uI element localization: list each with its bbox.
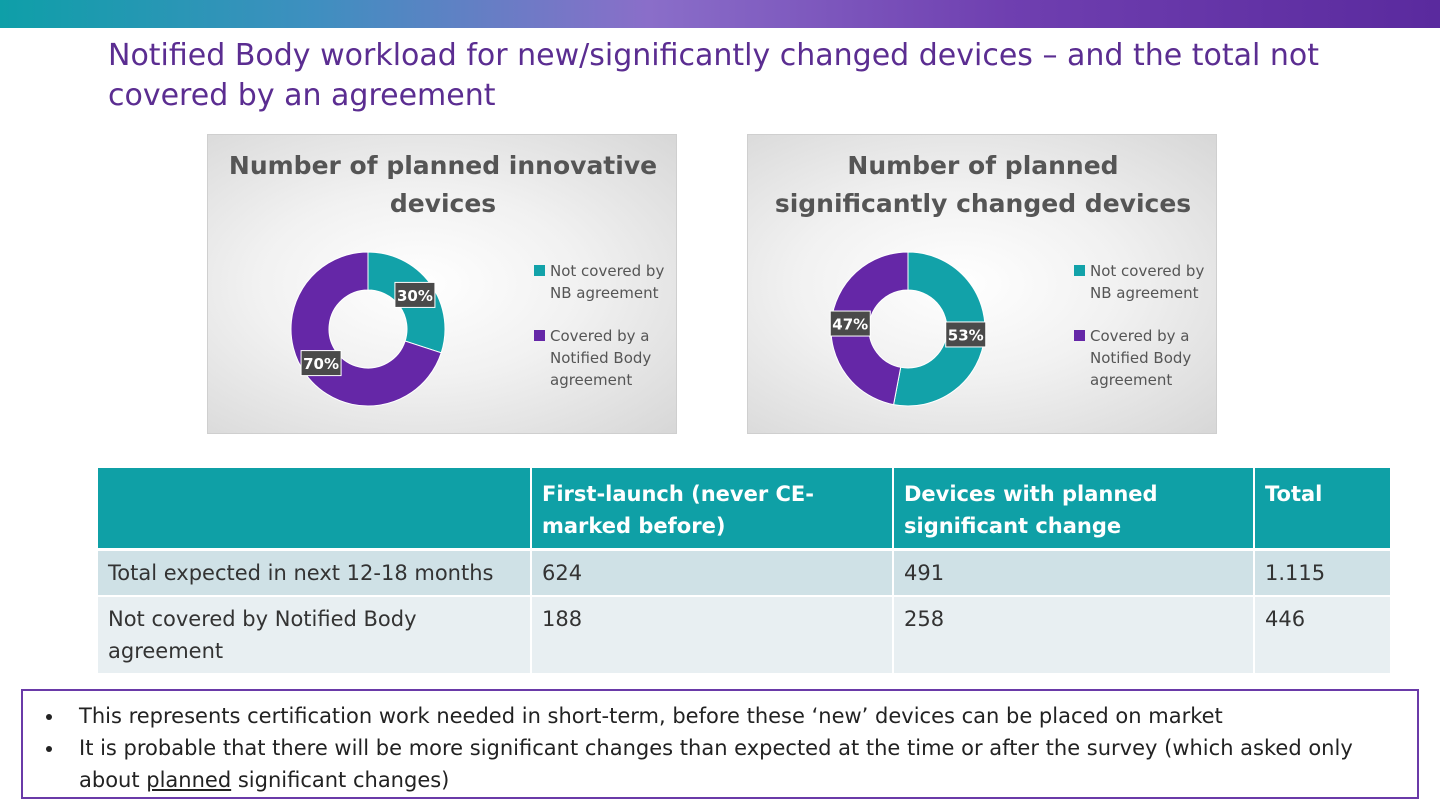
table-header-row: First-launch (never CE-marked before) De… [98,468,1390,551]
data-label: 30% [394,281,436,308]
note-emphasis: planned [146,768,232,792]
legend-label: Covered by a Notified Body agreement [1090,327,1192,389]
note-text: It is probable that there will be more s… [79,736,1353,792]
notes-list: This represents certification work neede… [37,700,1403,796]
legend-item-covered: Covered by a Notified Body agreement [530,325,670,391]
data-label-box [945,321,987,348]
slide-title: Notified Body workload for new/significa… [108,38,1320,113]
legend-swatch-teal [1074,265,1085,276]
legend-label: Not covered by NB agreement [550,262,665,302]
legend-swatch-purple [534,330,545,341]
data-label-text: 30% [397,287,433,305]
donut-slice [892,251,986,407]
note-item: It is probable that there will be more s… [65,732,1403,796]
data-label-text: 47% [832,316,868,334]
note-text: This represents certification work neede… [79,704,1223,728]
chart-legend: Not covered by NB agreement Covered by a… [530,260,670,412]
data-label-box [829,310,871,337]
table-cell: Total expected in next 12-18 months [98,549,532,597]
significantly-changed-devices-donut: 53% 47% [829,251,987,407]
data-label-text: 53% [948,326,984,344]
legend-label: Not covered by NB agreement [1090,262,1205,302]
innovative-devices-chart: 30% 70% Number of planned innovative devi… [207,134,677,434]
table-cell: 624 [531,549,894,597]
legend-label: Covered by a Notified Body agreement [550,327,652,389]
table-header-first-launch: First-launch (never CE-marked before) [531,468,894,551]
table-cell: 491 [893,549,1255,597]
innovative-devices-donut: 30% 70% [290,251,446,407]
note-item: This represents certification work neede… [65,700,1403,732]
table-cell: Not covered by Notified Body agreement [98,596,532,675]
legend-item-covered: Covered by a Notified Body agreement [1070,325,1210,391]
legend-item-not-covered: Not covered by NB agreement [530,260,670,304]
table-cell: 1.115 [1254,549,1390,597]
table-cell: 258 [893,596,1255,675]
header-gradient-bar [0,0,1440,28]
table-cell: 446 [1254,596,1390,675]
table-header-empty [98,468,532,551]
table-row: Not covered by Notified Body agreement 1… [98,596,1390,675]
chart-legend: Not covered by NB agreement Covered by a… [1070,260,1210,412]
data-label: 70% [300,350,342,377]
legend-swatch-teal [534,265,545,276]
workload-table: First-launch (never CE-marked before) De… [98,468,1390,675]
chart-title: Number of planned innovative devices [228,151,658,218]
legend-swatch-purple [1074,330,1085,341]
table-header-total: Total [1254,468,1390,551]
data-label-box [300,350,342,377]
data-label: 47% [829,310,871,337]
chart-title: Number of planned significantly changed … [774,151,1192,218]
table-cell: 188 [531,596,894,675]
table-header-significant-change: Devices with planned significant change [893,468,1255,551]
legend-item-not-covered: Not covered by NB agreement [1070,260,1210,304]
table-row: Total expected in next 12-18 months 624 … [98,549,1390,597]
data-label-box [394,281,436,308]
significantly-changed-devices-chart: 53% 47% Number of planned significantly c… [747,134,1217,434]
donut-slice [830,251,909,406]
note-text: significant changes) [231,768,450,792]
data-label: 53% [945,321,987,348]
notes-box: This represents certification work neede… [21,689,1419,799]
data-label-text: 70% [303,355,339,373]
